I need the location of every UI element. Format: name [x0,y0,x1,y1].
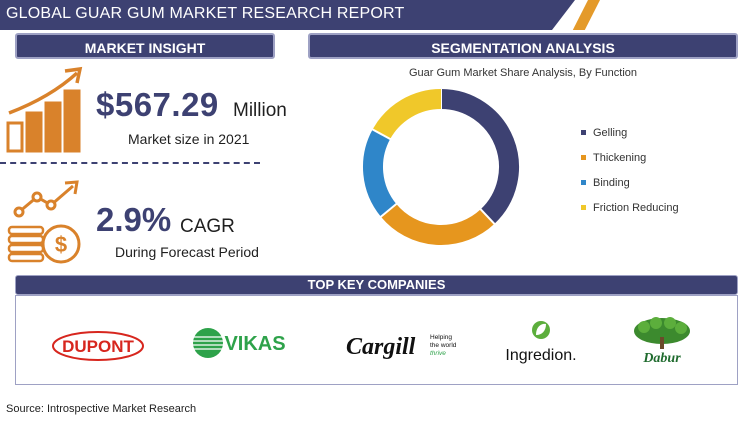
dupont-logo: DUPONT [52,331,144,361]
market-size-caption: Market size in 2021 [128,131,250,147]
donut-slice-separator [371,128,392,141]
svg-text:Helping: Helping [430,334,452,341]
legend-swatch [581,155,586,160]
donut-slice-separator [479,207,496,226]
legend-swatch [581,205,586,210]
chart-legend: Gelling Thickening Binding Friction Reducin… [581,120,679,220]
legend-label: Gelling [593,126,628,139]
dashed-divider [0,162,260,164]
dabur-logo: Dabur [634,317,690,366]
legend-item-gelling: Gelling [581,120,679,145]
svg-text:VIKAS: VIKAS [224,333,285,355]
svg-text:thrive: thrive [430,350,446,357]
donut-slice-binding [363,129,397,217]
legend-label: Thickening [593,151,647,164]
market-insight-heading: MARKET INSIGHT [15,33,275,59]
svg-text:$: $ [55,232,67,257]
cagr-caption: During Forecast Period [115,244,259,260]
top-key-companies-heading: TOP KEY COMPANIES [15,275,738,295]
report-title: GLOBAL GUAR GUM MARKET RESEARCH REPORT [6,5,405,22]
header-banner: GLOBAL GUAR GUM MARKET RESEARCH REPORT [0,0,750,30]
function-share-donut-chart [363,88,519,245]
svg-text:Ingredion.: Ingredion. [505,347,576,364]
donut-slice-friction-reducing [372,89,442,140]
donut-slice-separator [379,202,398,219]
legend-label: Friction Reducing [593,201,679,214]
segmentation-heading: SEGMENTATION ANALYSIS [308,33,738,59]
cargill-logo: Cargill Helping the world thrive [346,334,457,360]
header-band [0,0,575,30]
legend-item-thickening: Thickening [581,145,679,170]
svg-text:the world: the world [430,342,457,349]
market-size-unit: Million [233,100,287,121]
legend-item-friction-reducing: Friction Reducing [581,195,679,220]
donut-slice-thickening [380,203,495,245]
svg-text:Dabur: Dabur [642,351,681,366]
source-note: Source: Introspective Market Research [6,403,197,415]
cagr-value: 2.9% [96,201,172,238]
svg-text:Cargill: Cargill [346,334,416,360]
chart-title: Guar Gum Market Share Analysis, By Funct… [408,67,638,79]
legend-swatch [581,180,586,185]
market-size-value: $567.29 [96,86,219,123]
legend-label: Binding [593,176,630,189]
donut-slice-gelling [440,89,519,224]
vikas-logo: VIKAS [193,328,286,358]
growth-chart-icon [6,66,83,153]
legend-swatch [581,130,586,135]
svg-text:DUPONT: DUPONT [62,337,134,356]
cagr-unit: CAGR [180,216,235,237]
companies-panel [15,295,738,385]
ingredion-logo: Ingredion. [505,321,577,364]
money-growth-icon: $ [7,180,81,264]
legend-item-binding: Binding [581,170,679,195]
